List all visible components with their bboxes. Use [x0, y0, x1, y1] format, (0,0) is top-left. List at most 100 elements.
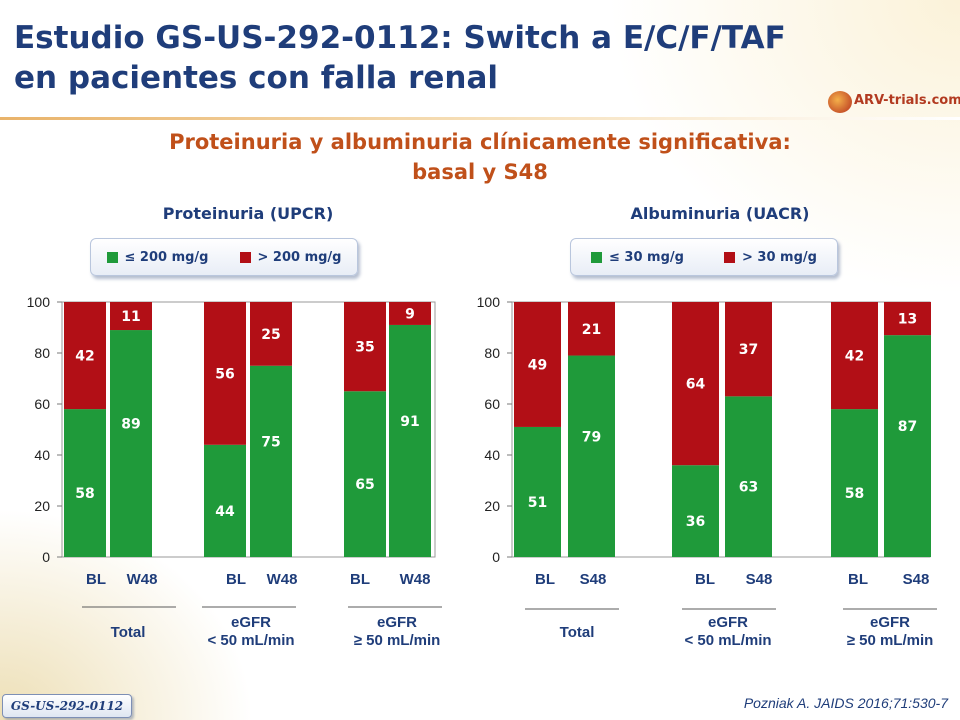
- slide-title: Estudio GS-US-292-0112: Switch a E/C/F/T…: [14, 18, 814, 98]
- legend-swatch-red: [724, 251, 736, 263]
- data-label-red: 64: [686, 377, 706, 393]
- category-label: W48: [127, 571, 158, 588]
- data-label-green: 75: [261, 434, 280, 450]
- legend-swatch-green: [591, 251, 603, 263]
- legend-item-high: > 200 mg/g: [239, 250, 342, 265]
- category-label: BL: [226, 571, 246, 588]
- bar-segment-green: [344, 391, 386, 557]
- albuminuria-legend: ≤ 30 mg/g > 30 mg/g: [570, 238, 838, 276]
- legend-swatch-green: [106, 251, 118, 263]
- category-label: BL: [350, 571, 370, 588]
- category-label: S48: [580, 571, 607, 588]
- proteinuria-panel-title: Proteinuria (UPCR): [162, 204, 334, 223]
- bar-segment-green: [725, 396, 772, 557]
- proteinuria-legend: ≤ 200 mg/g > 200 mg/g: [90, 238, 358, 276]
- legend-item-low: ≤ 200 mg/g: [106, 249, 209, 265]
- group-label: Total: [560, 624, 595, 641]
- legend-label-low: ≤ 200 mg/g: [124, 249, 209, 265]
- data-label-red: 9: [405, 306, 415, 322]
- y-tick-label: 40: [484, 447, 500, 463]
- y-tick-label: 40: [34, 447, 50, 463]
- group-label-line-1: eGFR: [231, 614, 271, 631]
- y-tick-label: 80: [34, 345, 50, 361]
- category-label: W48: [267, 571, 298, 588]
- bar-segment-red: [725, 302, 772, 397]
- subtitle-line-2: basal y S48: [412, 160, 548, 184]
- bar-segment-red: [389, 302, 431, 325]
- bar-segment-green: [568, 355, 615, 557]
- category-label: S48: [746, 571, 773, 588]
- bar-segment-red: [831, 302, 878, 410]
- data-label-red: 25: [261, 327, 280, 343]
- slide-subtitle: Proteinuria y albuminuria clínicamente s…: [100, 127, 860, 187]
- legend-item-low: ≤ 30 mg/g: [591, 250, 684, 265]
- y-tick-label: 0: [42, 549, 50, 565]
- data-label-green: 79: [582, 429, 601, 445]
- bar-segment-green: [64, 409, 106, 557]
- data-label-red: 35: [355, 340, 374, 356]
- bar-segment-red: [250, 302, 292, 366]
- title-line-2: en pacientes con falla renal: [14, 60, 499, 96]
- data-label-green: 51: [528, 495, 547, 511]
- data-label-red: 21: [582, 322, 601, 338]
- legend-swatch-red: [239, 251, 251, 263]
- data-label-red: 42: [845, 349, 864, 365]
- category-label: W48: [400, 571, 431, 588]
- data-label-red: 11: [121, 309, 140, 325]
- bar-segment-green: [389, 324, 431, 557]
- category-label: BL: [86, 571, 106, 588]
- y-tick-label: 60: [484, 396, 500, 412]
- data-label-green: 58: [75, 486, 94, 502]
- legend-label-high: > 30 mg/g: [742, 249, 817, 265]
- group-label-line-2: < 50 mL/min: [684, 632, 771, 649]
- bar-segment-red: [344, 302, 386, 392]
- category-label: S48: [903, 571, 930, 588]
- y-tick-label: 20: [34, 498, 50, 514]
- logo-text: ARV-trials.com: [854, 93, 960, 108]
- data-label-green: 36: [686, 514, 705, 530]
- bar-segment-red: [884, 302, 931, 336]
- bar-segment-red: [672, 302, 719, 466]
- arv-trials-logo: ARV-trials.com: [828, 88, 960, 116]
- bar-segment-green: [884, 335, 931, 557]
- data-label-red: 49: [528, 357, 547, 373]
- bar-segment-green: [110, 330, 152, 557]
- group-label-line-1: eGFR: [708, 614, 748, 631]
- title-divider: [0, 117, 960, 120]
- title-line-1: Estudio GS-US-292-0112: Switch a E/C/F/T…: [14, 20, 786, 56]
- data-label-red: 56: [215, 366, 234, 382]
- data-label-green: 87: [898, 419, 917, 435]
- bar-segment-red: [110, 302, 152, 331]
- plot-frame: [61, 301, 436, 558]
- study-badge: GS-US-292-0112: [2, 694, 132, 718]
- legend-item-high: > 30 mg/g: [724, 250, 817, 265]
- group-label: Total: [111, 624, 146, 641]
- category-label: BL: [695, 571, 715, 588]
- y-tick-label: 0: [492, 549, 500, 565]
- data-label-green: 65: [355, 477, 374, 493]
- data-label-red: 42: [75, 349, 94, 365]
- y-tick-label: 80: [484, 345, 500, 361]
- bar-segment-red: [204, 302, 246, 445]
- logo-icon: [828, 91, 852, 113]
- albuminuria-panel-title: Albuminuria (UACR): [630, 204, 810, 223]
- bar-segment-red: [64, 302, 106, 410]
- y-tick-label: 100: [477, 294, 501, 310]
- bar-segment-green: [514, 426, 561, 557]
- reference-citation: Pozniak A. JAIDS 2016;71:530-7: [743, 695, 948, 711]
- bar-segment-green: [831, 409, 878, 557]
- data-label-green: 63: [739, 480, 758, 496]
- data-label-green: 89: [121, 417, 140, 433]
- bar-segment-green: [250, 365, 292, 557]
- data-label-red: 13: [898, 312, 917, 328]
- subtitle-line-1: Proteinuria y albuminuria clínicamente s…: [169, 130, 791, 154]
- data-label-green: 44: [215, 504, 235, 520]
- group-label-line-2: < 50 mL/min: [207, 632, 294, 649]
- bar-segment-red: [568, 302, 615, 356]
- data-label-green: 58: [845, 486, 864, 502]
- bar-segment-green: [672, 465, 719, 557]
- legend-label-low: ≤ 30 mg/g: [609, 249, 684, 265]
- category-label: BL: [848, 571, 868, 588]
